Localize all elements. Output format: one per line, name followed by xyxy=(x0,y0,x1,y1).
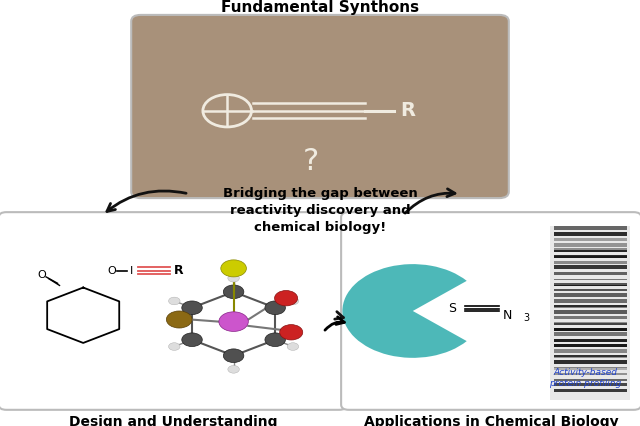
Bar xyxy=(554,226,627,230)
Bar xyxy=(554,299,627,302)
Bar xyxy=(554,248,627,252)
Circle shape xyxy=(221,260,246,277)
Bar xyxy=(554,323,627,325)
Bar xyxy=(550,226,630,400)
Bar xyxy=(554,360,627,364)
Bar xyxy=(554,333,627,336)
FancyBboxPatch shape xyxy=(341,212,640,410)
Bar xyxy=(554,256,627,258)
Bar xyxy=(554,339,627,342)
Circle shape xyxy=(228,274,239,282)
Text: R: R xyxy=(400,101,415,120)
Bar xyxy=(554,328,627,331)
Circle shape xyxy=(168,297,180,305)
Bar xyxy=(554,310,627,314)
Bar xyxy=(554,261,627,264)
Circle shape xyxy=(275,291,298,306)
Bar xyxy=(554,340,627,342)
FancyBboxPatch shape xyxy=(131,15,509,198)
Text: S: S xyxy=(448,302,456,315)
Bar xyxy=(554,255,627,258)
Circle shape xyxy=(265,333,285,347)
Text: ?: ? xyxy=(302,147,319,176)
Text: I: I xyxy=(129,265,133,276)
Bar xyxy=(554,288,627,291)
Bar xyxy=(554,345,627,347)
Bar xyxy=(554,294,627,297)
Bar xyxy=(554,379,627,381)
Bar xyxy=(554,293,627,297)
Bar xyxy=(554,349,627,353)
Circle shape xyxy=(287,297,299,305)
Circle shape xyxy=(223,349,244,363)
Circle shape xyxy=(223,285,244,299)
Circle shape xyxy=(228,366,239,373)
Bar xyxy=(554,383,627,386)
Bar xyxy=(554,307,627,308)
Bar xyxy=(554,351,627,353)
Bar xyxy=(554,368,627,370)
Bar xyxy=(554,285,627,286)
Bar xyxy=(554,317,627,320)
Bar xyxy=(554,389,627,392)
Bar xyxy=(554,344,627,347)
Bar xyxy=(554,374,627,375)
Bar xyxy=(554,322,627,325)
Text: O: O xyxy=(37,270,46,280)
Text: O: O xyxy=(108,265,116,276)
Text: Design and Understanding: Design and Understanding xyxy=(68,415,277,426)
Circle shape xyxy=(280,325,303,340)
Circle shape xyxy=(182,301,202,314)
Bar xyxy=(554,229,627,230)
Text: N: N xyxy=(502,309,512,322)
Bar xyxy=(554,261,627,264)
Bar xyxy=(554,279,627,280)
Circle shape xyxy=(168,343,180,350)
Bar xyxy=(554,265,627,269)
Bar xyxy=(554,363,627,364)
Bar xyxy=(554,366,627,370)
Bar xyxy=(554,305,627,308)
Bar xyxy=(554,273,627,275)
Bar xyxy=(554,273,627,275)
Circle shape xyxy=(219,312,248,331)
Text: R: R xyxy=(174,264,184,277)
Bar xyxy=(554,389,627,392)
FancyBboxPatch shape xyxy=(0,212,347,410)
Bar xyxy=(554,311,627,314)
Wedge shape xyxy=(342,264,467,358)
Bar xyxy=(554,316,627,320)
Bar xyxy=(554,383,627,386)
Bar xyxy=(554,328,627,331)
Bar xyxy=(554,374,627,375)
Bar xyxy=(554,357,627,358)
Bar xyxy=(554,289,627,291)
Bar xyxy=(554,238,627,241)
Bar xyxy=(554,279,627,280)
FancyArrowPatch shape xyxy=(325,317,344,330)
Bar xyxy=(554,301,627,302)
Text: 3: 3 xyxy=(524,313,530,323)
Text: Activity-based
protein profiling: Activity-based protein profiling xyxy=(550,368,621,388)
Bar xyxy=(554,238,627,241)
Bar xyxy=(554,379,627,381)
Bar xyxy=(554,332,627,336)
Bar xyxy=(554,250,627,252)
Bar xyxy=(554,232,627,236)
Circle shape xyxy=(265,301,285,315)
Circle shape xyxy=(182,333,202,347)
Bar xyxy=(554,355,627,358)
Bar xyxy=(554,267,627,269)
Bar xyxy=(554,234,627,236)
Text: Bridging the gap between
reactivity discovery and
chemical biology!: Bridging the gap between reactivity disc… xyxy=(223,187,417,234)
Circle shape xyxy=(166,311,192,328)
Bar xyxy=(554,243,627,247)
Bar xyxy=(554,282,627,286)
Text: Fundamental Synthons: Fundamental Synthons xyxy=(221,0,419,15)
Bar xyxy=(554,243,627,247)
Text: Applications in Chemical Biology: Applications in Chemical Biology xyxy=(364,415,619,426)
Circle shape xyxy=(287,343,299,350)
